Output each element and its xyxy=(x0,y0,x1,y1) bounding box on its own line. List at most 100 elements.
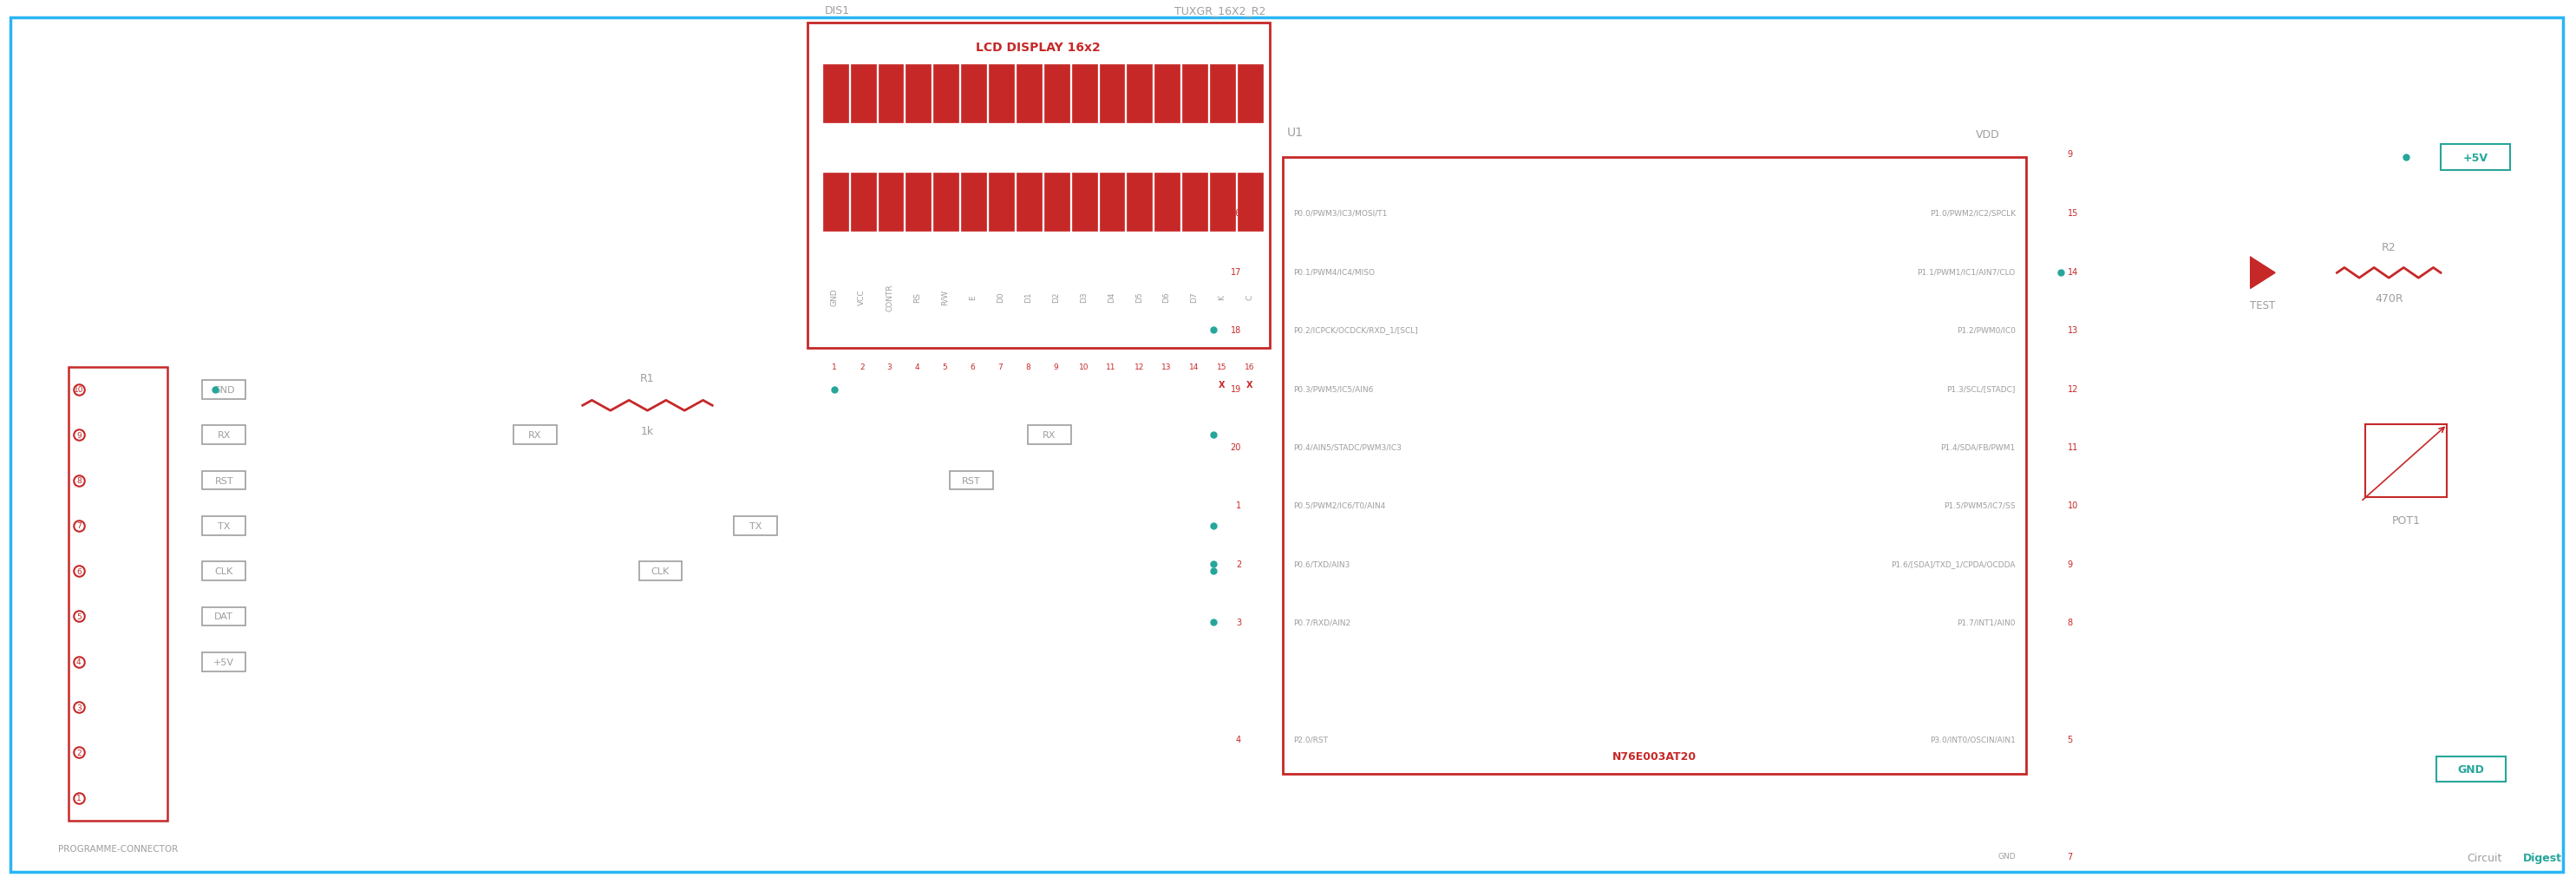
Text: 470R: 470R xyxy=(2375,293,2403,305)
Text: 9: 9 xyxy=(77,431,82,439)
Text: P1.1/PWM1/IC1/AIN7/CLO: P1.1/PWM1/IC1/AIN7/CLO xyxy=(1917,268,2014,276)
Text: D4: D4 xyxy=(1108,292,1115,302)
Text: 10: 10 xyxy=(75,386,85,394)
Text: 1: 1 xyxy=(77,794,82,802)
Bar xyxy=(1211,65,1234,123)
Text: CLK: CLK xyxy=(214,567,234,575)
Bar xyxy=(1211,173,1234,232)
Bar xyxy=(850,65,876,123)
Text: 4: 4 xyxy=(77,658,82,666)
Bar xyxy=(1128,65,1151,123)
Text: LCD DISPLAY 16x2: LCD DISPLAY 16x2 xyxy=(976,42,1100,54)
Bar xyxy=(204,562,245,581)
Text: P1.2/PWM0/IC0: P1.2/PWM0/IC0 xyxy=(1958,326,2014,334)
Text: 4: 4 xyxy=(1236,735,1242,743)
Text: DAT: DAT xyxy=(214,613,234,621)
Bar xyxy=(1182,173,1208,232)
Text: RX: RX xyxy=(216,431,232,439)
Text: P0.7/RXD/AIN2: P0.7/RXD/AIN2 xyxy=(1293,619,1350,627)
Text: 11: 11 xyxy=(1105,363,1115,371)
Text: 3: 3 xyxy=(77,704,82,711)
Text: Circuit: Circuit xyxy=(2468,852,2501,864)
Text: C: C xyxy=(1247,294,1255,300)
Bar xyxy=(933,173,958,232)
Text: 16: 16 xyxy=(1244,363,1255,371)
Text: GND: GND xyxy=(829,288,837,306)
Bar xyxy=(989,173,1015,232)
Text: P1.3/SCL/[STADC]: P1.3/SCL/[STADC] xyxy=(1947,385,2014,392)
Bar xyxy=(850,173,876,232)
Bar xyxy=(1100,65,1126,123)
Text: 2: 2 xyxy=(77,749,82,757)
Text: D1: D1 xyxy=(1025,292,1033,302)
Bar xyxy=(806,24,1270,348)
Bar xyxy=(1018,173,1041,232)
Text: TEST: TEST xyxy=(2249,301,2275,311)
Bar xyxy=(961,173,987,232)
Text: 14: 14 xyxy=(1190,363,1200,371)
Bar xyxy=(878,65,904,123)
Text: 4: 4 xyxy=(914,363,920,371)
Text: 3: 3 xyxy=(886,363,891,371)
Bar xyxy=(907,65,930,123)
Text: X: X xyxy=(1247,380,1252,389)
Text: CONTR: CONTR xyxy=(886,284,894,311)
Bar xyxy=(951,471,994,490)
Bar xyxy=(1072,173,1097,232)
Text: 9: 9 xyxy=(2069,150,2074,159)
Text: P0.2/ICPCK/OCDCK/RXD_1/[SCL]: P0.2/ICPCK/OCDCK/RXD_1/[SCL] xyxy=(1293,326,1417,334)
Text: 11: 11 xyxy=(2069,443,2079,452)
Text: 19: 19 xyxy=(1231,385,1242,393)
Text: 2: 2 xyxy=(860,363,866,371)
Bar xyxy=(513,426,556,445)
Bar xyxy=(204,652,245,671)
Text: 2: 2 xyxy=(1236,560,1242,568)
Text: 8: 8 xyxy=(2069,618,2074,627)
Bar xyxy=(1043,65,1069,123)
Text: 1: 1 xyxy=(1236,501,1242,510)
Text: 1k: 1k xyxy=(641,426,654,437)
Text: U1: U1 xyxy=(1288,127,1303,139)
Text: RST: RST xyxy=(214,476,234,485)
Text: P1.5/PWM5/IC7/SS: P1.5/PWM5/IC7/SS xyxy=(1945,502,2014,509)
Bar xyxy=(2365,425,2447,498)
Bar xyxy=(1128,173,1151,232)
Bar xyxy=(822,65,848,123)
Text: RX: RX xyxy=(528,431,541,439)
Text: 7: 7 xyxy=(997,363,1002,371)
Text: GND: GND xyxy=(2458,764,2483,775)
Bar xyxy=(204,471,245,490)
Text: D5: D5 xyxy=(1136,292,1144,302)
Text: 13: 13 xyxy=(1162,363,1172,371)
Text: 5: 5 xyxy=(943,363,948,371)
Text: X: X xyxy=(1218,380,1226,389)
Bar xyxy=(907,173,930,232)
Text: CLK: CLK xyxy=(652,567,670,575)
Text: RX: RX xyxy=(1043,431,1056,439)
Text: 10: 10 xyxy=(1079,363,1090,371)
Text: +5V: +5V xyxy=(2463,152,2488,164)
Text: 10: 10 xyxy=(2069,501,2079,510)
Text: TUXGR_16X2_R2: TUXGR_16X2_R2 xyxy=(1175,5,1265,17)
Text: K: K xyxy=(1218,294,1226,300)
Text: P0.1/PWM4/IC4/MISO: P0.1/PWM4/IC4/MISO xyxy=(1293,268,1376,276)
Text: 6: 6 xyxy=(971,363,976,371)
Text: R1: R1 xyxy=(641,373,654,384)
Text: RS: RS xyxy=(914,292,922,302)
Text: 13: 13 xyxy=(2069,326,2079,335)
Text: 8: 8 xyxy=(77,476,82,484)
Text: 15: 15 xyxy=(2069,210,2079,217)
Text: 6: 6 xyxy=(77,568,82,575)
Bar xyxy=(2437,757,2506,782)
Bar xyxy=(933,65,958,123)
Bar xyxy=(204,607,245,626)
Text: 9: 9 xyxy=(1054,363,1059,371)
Text: D2: D2 xyxy=(1051,292,1059,302)
Bar xyxy=(639,562,683,581)
Text: GND: GND xyxy=(1996,852,2014,860)
Text: P1.0/PWM2/IC2/SPCLK: P1.0/PWM2/IC2/SPCLK xyxy=(1929,210,2014,217)
Text: +5V: +5V xyxy=(214,658,234,667)
Polygon shape xyxy=(2251,258,2275,289)
Text: DIS1: DIS1 xyxy=(824,5,850,17)
Text: P3.0/INT0/OSCIN/AIN1: P3.0/INT0/OSCIN/AIN1 xyxy=(1929,735,2014,743)
